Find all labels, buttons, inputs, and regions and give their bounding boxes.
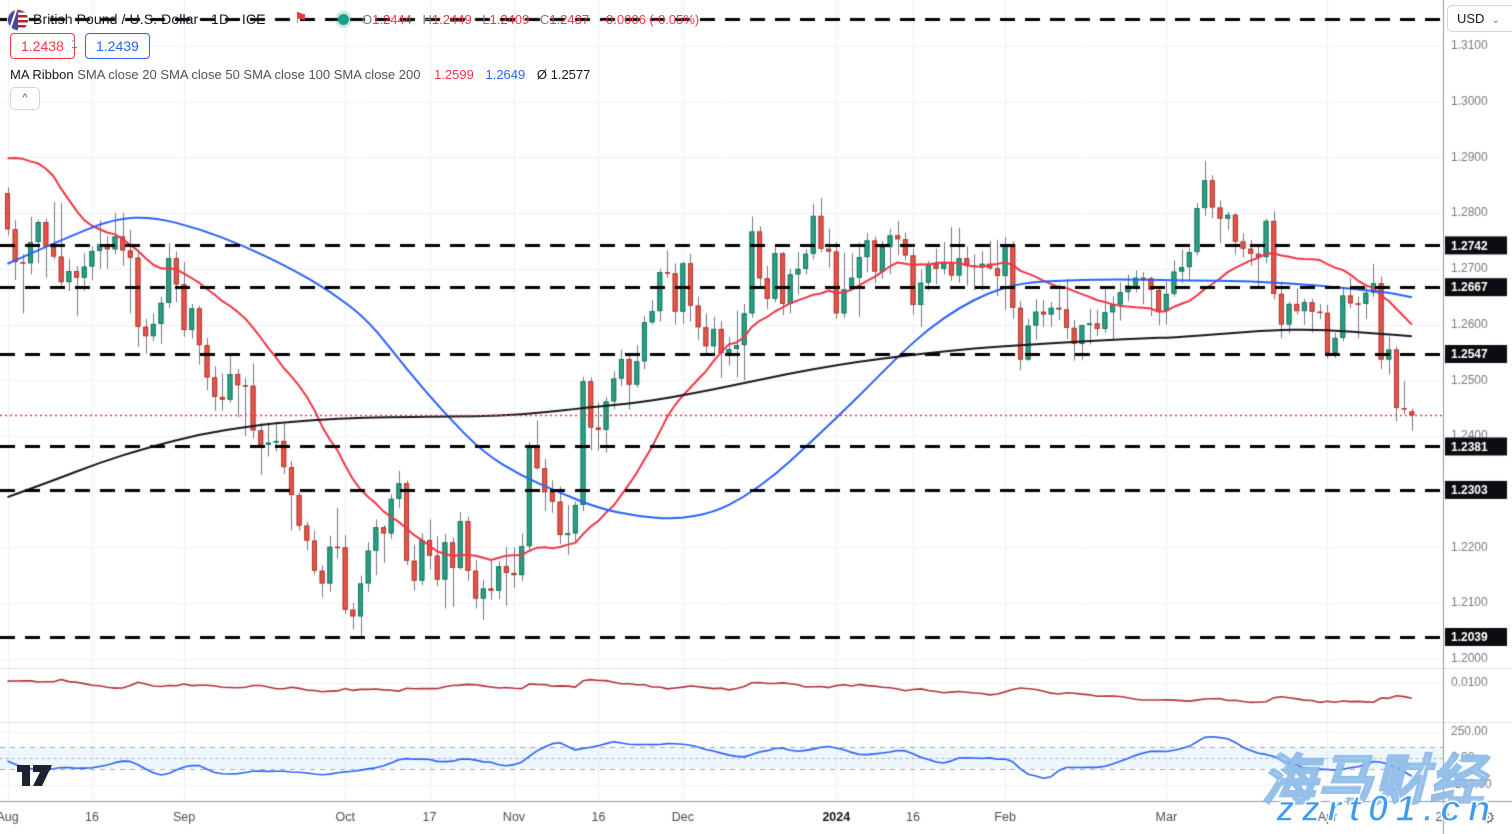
buy-ask-button[interactable]: 1.2439 bbox=[85, 33, 150, 59]
close-value: 1.2437 bbox=[549, 12, 590, 27]
indicator-name: MA Ribbon bbox=[10, 67, 74, 82]
indicator-value-sma50: 1.2649 bbox=[485, 67, 526, 82]
currency-unit-dropdown[interactable]: USD ⌄ bbox=[1447, 5, 1512, 32]
timezone-settings-gear-icon[interactable]: ⚙ bbox=[1481, 810, 1496, 827]
low-value: 1.2409 bbox=[489, 12, 530, 27]
chevron-down-icon: ⌄ bbox=[1491, 15, 1500, 26]
change-value: -0.0006 (-0.05%) bbox=[601, 12, 700, 27]
symbol-flag-icon bbox=[7, 9, 29, 31]
chevron-up-icon: ^ bbox=[22, 92, 28, 104]
ohlc-values: O1.2444 H1.2449 L1.2409 C1.2437 -0.0006 … bbox=[362, 12, 699, 27]
symbol-title[interactable]: British Pound / U.S. Dollar · 1D · ICE bbox=[33, 11, 266, 27]
sell-bid-button[interactable]: 1.2438 bbox=[10, 33, 75, 59]
watermark-url-text: zzrt01.cn bbox=[1275, 787, 1498, 830]
market-status-icon[interactable] bbox=[338, 14, 349, 25]
spread-value: 1 bbox=[71, 37, 78, 51]
tradingview-logo[interactable] bbox=[17, 763, 55, 792]
open-value: 1.2444 bbox=[372, 12, 412, 27]
indicator-legend-ma-ribbon[interactable]: MA Ribbon SMA close 20 SMA close 50 SMA … bbox=[10, 67, 590, 82]
close-label: C bbox=[539, 12, 550, 27]
high-value: 1.2449 bbox=[431, 12, 472, 27]
watermark-brand-text: 海马财经 bbox=[1261, 750, 1486, 812]
open-label: O bbox=[362, 12, 373, 27]
currency-unit-label: USD bbox=[1457, 11, 1485, 26]
low-label: L bbox=[482, 12, 490, 27]
collapse-legend-button[interactable]: ^ bbox=[10, 87, 40, 110]
high-label: H bbox=[422, 12, 432, 27]
indicator-value-sma20: 1.2599 bbox=[434, 67, 474, 82]
alert-flag-icon[interactable]: ⚑ bbox=[294, 10, 308, 27]
indicator-params: SMA close 20 SMA close 50 SMA close 100 … bbox=[77, 67, 421, 82]
indicator-value-average: Ø 1.2577 bbox=[536, 67, 591, 82]
